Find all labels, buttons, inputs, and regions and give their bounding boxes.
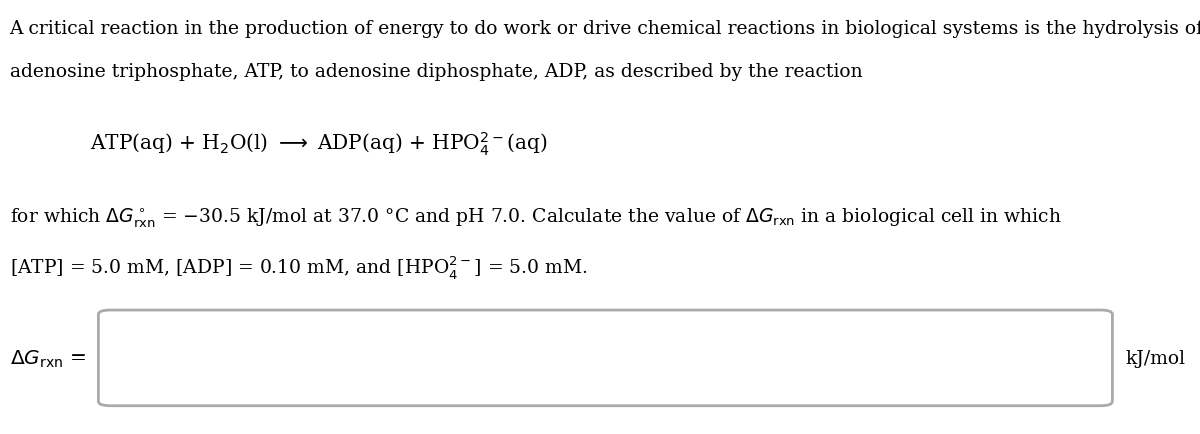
Text: ATP(aq) + H$_2$O(l) $\longrightarrow$ ADP(aq) + HPO$_4^{2-}$(aq): ATP(aq) + H$_2$O(l) $\longrightarrow$ AD… [90, 130, 547, 158]
FancyBboxPatch shape [98, 310, 1112, 406]
Text: A critical reaction in the production of energy to do work or drive chemical rea: A critical reaction in the production of… [10, 20, 1200, 37]
Text: [ATP] = 5.0 mM, [ADP] = 0.10 mM, and [HPO$_4^{2-}$] = 5.0 mM.: [ATP] = 5.0 mM, [ADP] = 0.10 mM, and [HP… [10, 254, 587, 281]
Text: adenosine triphosphate, ATP, to adenosine diphosphate, ADP, as described by the : adenosine triphosphate, ATP, to adenosin… [10, 63, 863, 81]
Text: kJ/mol: kJ/mol [1126, 349, 1186, 367]
Text: $\Delta G_{\mathrm{rxn}}$ =: $\Delta G_{\mathrm{rxn}}$ = [10, 348, 85, 368]
Text: for which $\Delta G^\circ_{\mathrm{rxn}}$ = −30.5 kJ/mol at 37.0 °C and pH 7.0. : for which $\Delta G^\circ_{\mathrm{rxn}}… [10, 206, 1062, 230]
